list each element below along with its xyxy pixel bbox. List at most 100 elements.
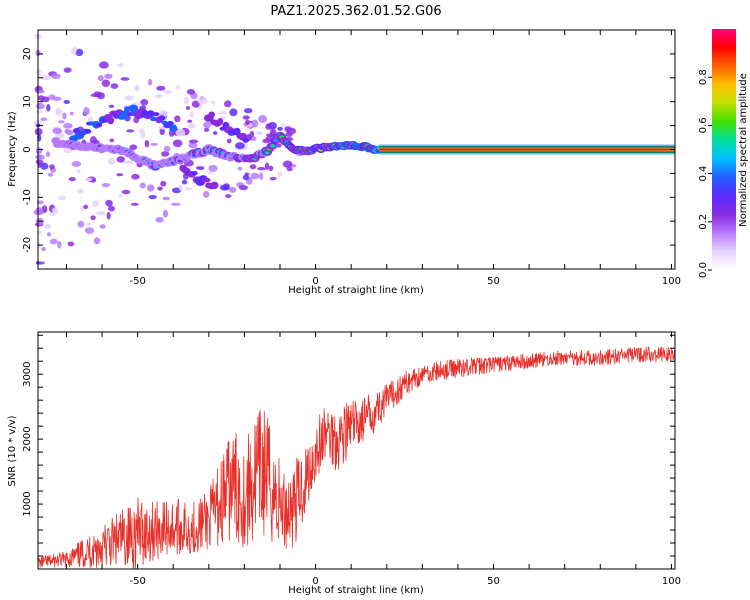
x-tick-label: 100 [662,576,681,587]
spectrogram-blob [65,129,74,136]
spectrogram-blob [55,107,63,116]
spectrogram-blob [69,111,74,116]
spectrogram-blob [203,121,211,129]
spectrogram-blob [41,75,51,81]
spectrogram-blob [99,224,106,229]
colorbar-tick-label: 0.8 [698,69,709,85]
spectrogram-blob [268,165,274,172]
spectrogram-blob [184,187,193,191]
spectrogram-blob [148,195,157,200]
spectrogram-blob [250,172,260,180]
spectrogram-blob [223,183,231,191]
spectrogram-blob [118,194,123,198]
spectrogram-blob [148,78,153,86]
spectrogram-blob [45,151,51,158]
ridge-band [379,148,675,151]
spectrogram-branch-blob [166,120,174,126]
spectrogram-blob [150,142,158,146]
spectrogram-branch-blob [242,138,250,143]
spectrogram-blob [129,144,138,150]
spectrogram-blob [243,108,253,114]
spectrogram-blob [36,102,45,110]
x-tick-label: 0 [312,276,318,287]
spectrogram-marks [33,33,675,265]
spectrogram-blob [146,184,155,192]
spectrogram-branch-blob [208,111,215,118]
spectrogram-blob [84,227,95,234]
spectrogram-blob [89,136,97,145]
spectrogram-blob [84,177,93,182]
spectrogram-blob [234,142,245,150]
spectrogram-ylabel: Frequency (Hz) [7,111,18,187]
ridge-core [270,144,276,148]
snr-ticks: -50 0 50 100 1000 2000 3000 [22,332,681,587]
spectrogram-blob [82,107,90,116]
spectrogram-blob [213,131,218,135]
spectrogram-blob [97,75,104,82]
spectrogram-blob [265,133,275,137]
y-tick-label: 10 [22,95,33,108]
x-tick-label: 0 [312,576,318,587]
spectrogram-blob [186,88,196,95]
spectrogram-blob [187,123,196,129]
spectrogram-branch-blob [217,117,224,126]
spectrogram-blob [242,174,250,181]
spectrogram-blob [47,172,54,177]
spectrogram-branch-blob [107,116,115,125]
spectrogram-blob [157,186,163,191]
colorbar-tick-label: 0.2 [698,214,709,230]
spectrogram-blob [52,207,59,214]
spectrogram-branch-blob [152,112,160,117]
spectrogram-blob [188,139,199,144]
spectrogram-blob [156,85,166,91]
spectrogram-blob [178,184,183,191]
y-tick-label: 20 [22,48,33,61]
spectrogram-blob [37,162,42,168]
spectrogram-blob [265,123,272,130]
colorbar-tick-label: 0.4 [698,166,709,182]
spectrogram-blob [77,220,85,228]
spectrogram-blob [57,240,62,249]
y-tick-label: -10 [22,189,33,205]
spectrogram-blob [229,108,238,117]
spectrogram-blob [134,84,140,92]
spectrogram-blob [99,61,109,69]
spectrogram-blob [269,176,277,181]
y-tick-label: 3000 [22,361,33,386]
spectrogram-branch-blob [233,127,241,136]
colorbar-label: Normalized spectral amplitude [738,73,749,227]
spectrogram-blob [108,104,115,109]
spectrogram-blob [172,139,183,148]
spectrogram-blob [187,119,192,123]
spectrogram-blob [277,171,283,177]
spectrogram-branch-blob [146,110,155,118]
spectrogram-blob [242,115,250,120]
spectrogram-blob [140,131,146,139]
y-tick-label: 0 [22,146,33,152]
spectrogram-blob [250,136,257,142]
spectrogram-blob [183,96,190,105]
spectrogram-blob [126,129,135,133]
y-tick-label: 1000 [22,491,33,516]
spectrogram-blob [55,132,65,139]
spectrogram-blob [71,161,82,167]
spectrogram-blob [175,128,186,137]
spectrogram-blob [208,164,218,172]
spectrogram-blob [284,126,292,133]
spectrogram-blob [62,112,67,120]
spectrogram-blob [224,100,232,108]
spectrogram-blob [46,104,51,112]
spectrogram-blob [218,111,228,115]
spectrogram-blob [163,145,171,153]
snr-series-line [37,346,676,569]
spectrogram-blob [70,47,77,55]
spectrogram-blob [174,115,181,123]
spectrogram-blob [35,154,45,160]
spectrogram-blob [120,77,130,81]
spectrogram-blob [110,83,119,89]
spectrogram-blob [257,167,266,171]
spectrogram-blob [76,169,81,174]
snr-ylabel: SNR (10 * v/v) [7,415,18,486]
spectrogram-blob [93,91,102,98]
spectrogram-blob [34,128,43,136]
